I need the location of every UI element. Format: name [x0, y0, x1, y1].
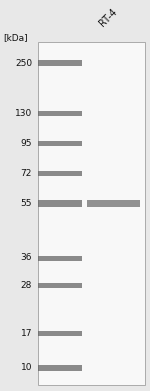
Text: 95: 95: [21, 138, 32, 147]
Bar: [38, 60, 82, 66]
Bar: [38, 283, 82, 287]
Text: [kDa]: [kDa]: [3, 34, 28, 43]
Text: 130: 130: [15, 108, 32, 118]
Text: 10: 10: [21, 364, 32, 373]
Bar: [38, 199, 82, 206]
Text: 72: 72: [21, 169, 32, 178]
Text: 36: 36: [21, 253, 32, 262]
Bar: [87, 199, 140, 206]
Bar: [38, 170, 82, 176]
Bar: [38, 42, 145, 385]
Bar: [38, 111, 82, 115]
Bar: [38, 140, 82, 145]
Text: 17: 17: [21, 328, 32, 337]
Text: RT-4: RT-4: [97, 6, 119, 28]
Bar: [38, 330, 82, 335]
Text: 250: 250: [15, 59, 32, 68]
Bar: [38, 365, 82, 371]
Text: 55: 55: [21, 199, 32, 208]
Text: 28: 28: [21, 280, 32, 289]
Bar: [38, 255, 82, 260]
